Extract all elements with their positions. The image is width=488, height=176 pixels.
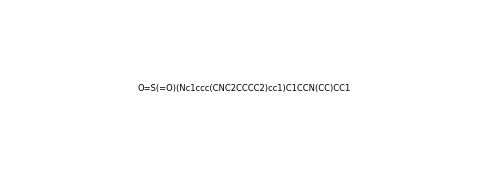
Text: O=S(=O)(Nc1ccc(CNC2CCCC2)cc1)C1CCN(CC)CC1: O=S(=O)(Nc1ccc(CNC2CCCC2)cc1)C1CCN(CC)CC… <box>138 83 350 93</box>
